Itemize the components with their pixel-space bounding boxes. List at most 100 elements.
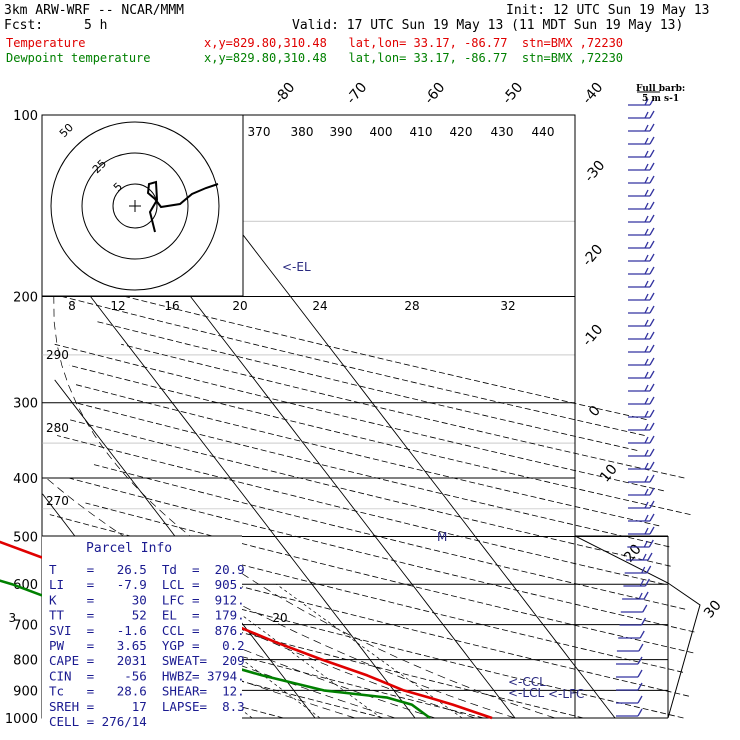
pressure-tick-100: 100	[13, 109, 38, 124]
speed-label: 16	[164, 299, 179, 313]
dry-adiabat	[56, 435, 665, 585]
wind-barb	[628, 513, 655, 522]
temperature-legend: Temperature	[6, 36, 86, 50]
parcel-box	[42, 536, 242, 724]
theta-label: 420	[450, 125, 473, 139]
speed-label: 32	[500, 299, 515, 313]
isotherm-label: -10	[579, 322, 606, 350]
temperature-location: x,y=829.80,310.48 lat,lon= 33.17, -86.77…	[204, 36, 624, 50]
wind-barb	[628, 474, 655, 483]
theta-label: 430	[491, 125, 514, 139]
parcel-row: LI = -7.9 LCL = 905.	[49, 577, 245, 592]
wind-barb	[628, 318, 655, 327]
theta-left-label: 270	[46, 494, 69, 508]
theta-label: 390	[330, 125, 353, 139]
wind-barb	[616, 669, 643, 678]
parcel-row: K = 30 LFC = 912.	[49, 592, 245, 607]
wind-barb	[626, 552, 653, 561]
wind-barb	[628, 461, 655, 470]
parcel-title: Parcel Info	[86, 541, 172, 556]
wind-barb	[628, 227, 655, 236]
dry-adiabat	[93, 464, 686, 610]
parcel-row: CIN = -56 HWBZ= 3794.	[49, 668, 245, 683]
isotherm-label: -40	[579, 80, 606, 108]
pressure-tick-700: 700	[13, 619, 38, 634]
wind-barb	[628, 162, 655, 171]
dry-adiabat	[121, 343, 685, 479]
barb-legend-units: 5 m s-1	[642, 94, 680, 104]
isotherm-label: -20	[579, 242, 606, 270]
hodograph-ring	[112, 183, 158, 229]
speed-label: 8	[68, 299, 76, 313]
isotherm-label: 0	[586, 403, 604, 420]
isotherm	[63, 261, 416, 719]
theta-label: 380	[291, 125, 314, 139]
dry-adiabat	[125, 296, 647, 420]
hodograph-ring	[50, 121, 220, 291]
barb-legend-title: Full barb:	[636, 84, 686, 94]
wind-barb	[628, 448, 655, 457]
theta-label: 370	[248, 125, 271, 139]
wind-barb	[616, 682, 643, 691]
speed-label: 28	[404, 299, 419, 313]
m-marker: M	[437, 530, 447, 544]
level-annotations: <-EL <-CCL<-LCL <-LFC M	[282, 260, 584, 701]
dewpoint-line	[0, 579, 431, 720]
wind-barb	[628, 136, 655, 145]
wind-barb	[616, 695, 643, 704]
parcel-row: T = 26.5 Td = 20.9	[49, 562, 245, 577]
wind-barb	[619, 617, 647, 626]
init-time: Init: 12 UTC Sun 19 May 13	[506, 3, 710, 18]
parcel-info-box: Parcel Info T = 26.5 Td = 20.9LI = -7.9 L…	[42, 535, 245, 729]
wind-barb	[628, 214, 655, 223]
ccl-marker: <-CCL	[508, 675, 546, 689]
lcl-marker: <-LCL	[508, 686, 544, 700]
parcel-row: SREH = 17 LAPSE= 8.3	[49, 699, 245, 714]
valid-time: Valid: 17 UTC Sun 19 May 13 (11 MDT Sun …	[292, 18, 684, 33]
hodograph-trace	[146, 180, 219, 233]
wind-barb	[628, 305, 655, 314]
wind-barb	[628, 201, 655, 210]
parcel-row: CELL = 276/14	[49, 714, 147, 729]
parcel-row: CAPE = 2031 SWEAT= 209	[49, 653, 245, 668]
pressure-tick-200: 200	[13, 291, 38, 306]
pressure-tick-400: 400	[13, 472, 38, 487]
wind-barb	[628, 383, 655, 392]
dry-adiabat	[68, 477, 695, 633]
profile-series	[0, 540, 493, 720]
wind-barb	[628, 253, 655, 262]
isotherm-label: -30	[581, 158, 608, 186]
dry-adiabat	[68, 364, 691, 515]
dry-adiabat	[61, 296, 645, 436]
wind-barb	[616, 643, 644, 652]
wind-barb	[628, 123, 655, 132]
moist-adiabat	[53, 296, 556, 719]
dry-adiabat	[68, 419, 671, 567]
speed-label: 12	[110, 299, 125, 313]
wind-barb	[628, 435, 655, 444]
dry-adiabat	[54, 343, 664, 492]
dry-adiabat	[96, 321, 638, 451]
parcel-row: Tc = 28.6 SHEAR= 12.	[49, 684, 245, 699]
dry-adiabat	[85, 502, 694, 654]
pressure-tick-800: 800	[13, 654, 38, 669]
pressure-tick-900: 900	[13, 684, 38, 699]
isotherm-label: -80	[271, 80, 298, 108]
theta-left-label: 280	[46, 421, 69, 435]
wind-barb	[627, 539, 654, 548]
forecast-hours: 5 h	[84, 18, 108, 33]
mixing-ratio-label: 3	[9, 611, 17, 625]
wind-barb	[628, 149, 655, 158]
dry-adiabat	[75, 384, 660, 527]
lfc-marker: <-LFC	[548, 687, 584, 701]
wind-barb	[628, 396, 655, 405]
wind-barb	[628, 331, 655, 340]
isotherm-label: -60	[421, 80, 448, 108]
isotherm-label: -70	[343, 80, 370, 108]
wind-barb	[628, 279, 655, 288]
isotherm-label: -50	[499, 80, 526, 108]
wind-barb	[624, 565, 652, 574]
wind-barb	[628, 344, 655, 353]
isotherm	[50, 114, 516, 719]
